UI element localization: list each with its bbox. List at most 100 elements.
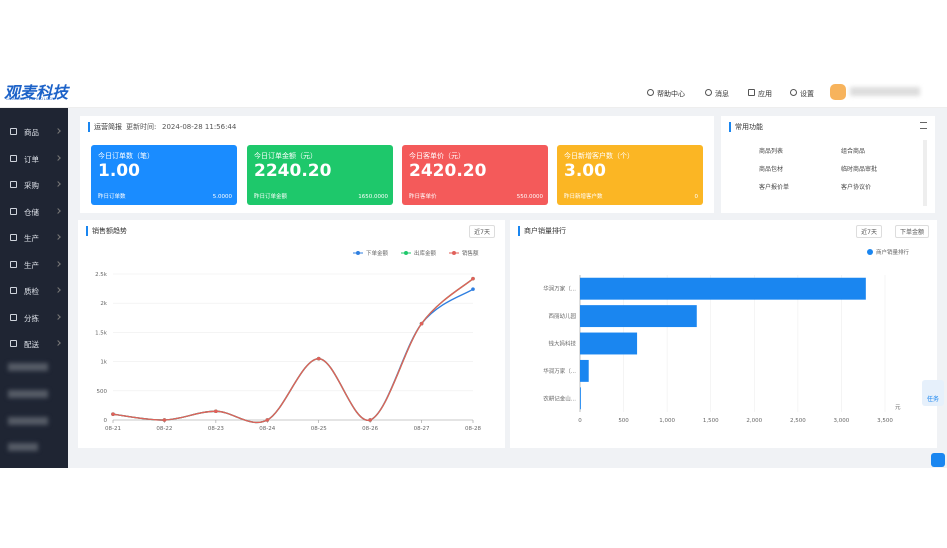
x-tick-label: 08-25 xyxy=(311,426,327,432)
bar[interactable] xyxy=(580,387,581,410)
nav-icon[interactable] xyxy=(790,89,797,96)
nav-icon[interactable] xyxy=(705,89,712,96)
function-link[interactable]: 商品列表 xyxy=(759,148,784,155)
function-link[interactable]: 商品包材 xyxy=(759,166,784,173)
x-tick-label: 08-26 xyxy=(362,426,378,432)
help-button[interactable] xyxy=(931,453,945,467)
card-title: 今日订单金额（元） xyxy=(254,152,317,160)
menu-icon[interactable] xyxy=(10,260,17,268)
menu-icon[interactable] xyxy=(10,207,17,215)
y-tick-label: 华润万家（... xyxy=(543,367,576,375)
menu-icon[interactable] xyxy=(10,234,17,241)
stat-card[interactable]: 今日订单数（笔） 1.00 昨日订单数 5.0000 xyxy=(91,145,237,205)
stat-card[interactable]: 今日新增客户数（个） 3.00 昨日新增客户数 0 xyxy=(557,145,703,205)
y-tick-label: 华润万家（... xyxy=(543,285,576,293)
menu-item[interactable]: 生产 xyxy=(24,234,39,243)
menu-icon[interactable] xyxy=(10,181,17,188)
menu-item[interactable]: 采购 xyxy=(24,181,39,190)
menu-item[interactable]: 质检 xyxy=(24,287,39,296)
x-tick-label: 08-24 xyxy=(259,426,275,432)
function-link[interactable]: 客户协议价 xyxy=(841,184,872,191)
point xyxy=(419,321,424,326)
function-link[interactable]: 组合商品 xyxy=(841,148,866,155)
card-value: 1.00 xyxy=(98,161,140,181)
bar[interactable] xyxy=(580,359,589,382)
x-tick-label: 2,500 xyxy=(790,418,806,424)
nav-item[interactable]: 应用 xyxy=(758,90,772,98)
x-tick-label: 3,000 xyxy=(834,418,850,424)
bar-chart: 0 500 1,000 1,500 2,000 2,500 3,000 3,500 元 华润万家（… xyxy=(543,248,910,424)
menu-item[interactable]: 分拣 xyxy=(24,313,39,323)
legend-label[interactable]: 下单金额 xyxy=(366,249,389,257)
y-tick-label: 西丽幼儿园 xyxy=(548,312,576,320)
card-sub-value: 5.0000 xyxy=(212,194,232,200)
legend-label[interactable]: 销售额 xyxy=(462,249,479,257)
stat-card[interactable]: 今日客单价（元） 2420.20 昨日客单价 550.0000 xyxy=(402,145,548,205)
x-tick-label: 500 xyxy=(618,418,629,424)
stat-card[interactable]: 今日订单金额（元） 2240.20 昨日订单金额 1650.0000 xyxy=(247,145,393,205)
card-sub-value: 550.0000 xyxy=(516,194,543,200)
y-tick-label: 农耕记金山... xyxy=(543,394,576,402)
blurred-item xyxy=(8,363,48,371)
menu-icon[interactable] xyxy=(10,313,17,321)
menu-item[interactable]: 订单 xyxy=(24,154,39,164)
point xyxy=(368,418,372,422)
card-sub-label: 昨日订单数 xyxy=(98,194,126,200)
nav-item[interactable]: 设置 xyxy=(800,90,814,98)
menu-item[interactable]: 生产 xyxy=(24,260,39,270)
x-tick-label: 2,000 xyxy=(746,418,762,424)
range-filter[interactable]: 近7天 xyxy=(856,225,882,238)
function-link[interactable]: 客户报价单 xyxy=(759,184,790,191)
nav-item[interactable]: 帮助中心 xyxy=(657,90,685,98)
menu-icon[interactable] xyxy=(10,340,17,347)
card-sub-label: 昨日客单价 xyxy=(409,194,437,200)
sales-panel: 销售额趋势 近7天 0 500 1k 1.5k 2k 2.5k 08-21 08-22 08-2… xyxy=(78,220,505,448)
point xyxy=(471,287,475,291)
unit-label: 元 xyxy=(895,404,901,411)
settings-icon[interactable] xyxy=(920,122,927,129)
x-tick-label: 08-28 xyxy=(465,426,481,432)
bar[interactable] xyxy=(580,332,638,355)
legend-dot xyxy=(404,251,408,255)
updated-label: 更新时间: xyxy=(126,123,157,131)
x-tick-label: 0 xyxy=(578,418,582,424)
series-line xyxy=(112,288,474,424)
card-sub-label: 昨日订单金额 xyxy=(254,194,288,200)
avatar[interactable] xyxy=(830,84,846,100)
legend-dot xyxy=(867,249,873,255)
legend-label[interactable]: 出库金额 xyxy=(414,249,437,257)
rank-panel: 商户销量排行 近7天 下单金额 0 500 1,000 1,500 2,000 2,500… xyxy=(510,220,937,448)
menu-icon[interactable] xyxy=(10,154,17,162)
x-tick-label: 1,500 xyxy=(703,418,719,424)
card-title: 今日客单价（元） xyxy=(409,152,465,160)
legend-dot xyxy=(356,251,360,255)
y-tick-label: 钱大妈科技 xyxy=(548,340,576,348)
nav-item[interactable]: 消息 xyxy=(715,90,729,98)
overview-title: 运营简报 xyxy=(88,122,122,132)
updated-time: 2024-08-28 11:56:44 xyxy=(162,123,237,131)
menu-item[interactable]: 商品 xyxy=(24,128,39,137)
nav-icon[interactable] xyxy=(647,89,654,96)
point xyxy=(111,412,115,416)
menu-icon[interactable] xyxy=(10,287,17,294)
scrollbar[interactable] xyxy=(923,140,927,206)
y-tick-label: 1.5k xyxy=(95,330,108,336)
range-filter[interactable]: 近7天 xyxy=(469,225,495,238)
bar[interactable] xyxy=(580,277,866,300)
functions-title: 常用功能 xyxy=(729,122,763,132)
task-button[interactable]: 任务 xyxy=(922,380,944,406)
function-link[interactable]: 临时商品审批 xyxy=(841,166,878,173)
legend-label[interactable]: 商户销量排行 xyxy=(876,248,910,256)
sidebar xyxy=(0,108,68,468)
header: 观麦科技 GUANMAITECHNOLOGY xyxy=(0,75,947,108)
nav-icon[interactable] xyxy=(748,89,755,96)
card-value: 2420.20 xyxy=(409,161,487,181)
point xyxy=(265,418,270,422)
metric-filter[interactable]: 下单金额 xyxy=(894,225,929,238)
menu-icon[interactable] xyxy=(10,128,17,135)
card-sub-value: 1650.0000 xyxy=(358,194,388,200)
bar[interactable] xyxy=(580,305,697,328)
x-tick-label: 08-27 xyxy=(414,426,430,432)
menu-item[interactable]: 仓储 xyxy=(24,207,39,217)
menu-item[interactable]: 配送 xyxy=(24,340,39,349)
